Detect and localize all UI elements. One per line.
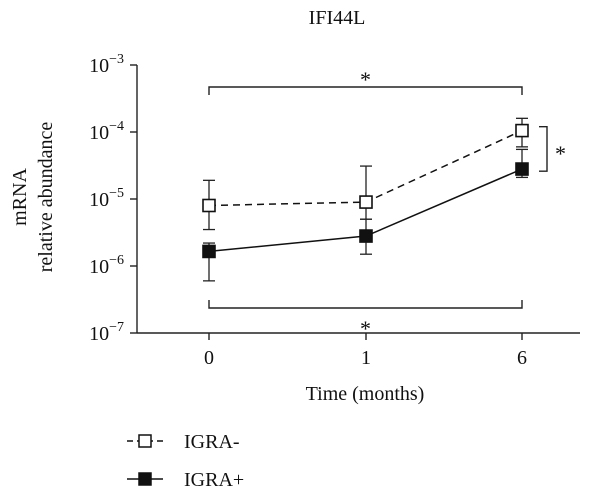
point-igra-pos — [515, 162, 529, 176]
bracket-side — [539, 125, 548, 172]
point-igra-pos — [202, 244, 216, 259]
y-axis-label-line-2: relative abundance — [35, 122, 57, 273]
y-tick-label: 10−4 — [89, 119, 124, 144]
y-tick-label: 10−7 — [89, 320, 124, 345]
y-axis-label: mRNA relative abundance — [9, 122, 57, 273]
bracket-bottom — [208, 300, 523, 309]
bracket-side-star: * — [555, 141, 566, 166]
legend-marker-igra-pos — [138, 472, 152, 486]
chart-title: IFI44L — [309, 7, 366, 29]
significance-brackets: * * * — [208, 67, 566, 341]
y-axis-label-line-1: mRNA — [9, 168, 31, 226]
y-tick-label: 10−3 — [89, 52, 124, 77]
point-igra-neg — [202, 198, 216, 213]
point-igra-pos — [359, 229, 373, 243]
plot-area — [202, 117, 529, 282]
x-ticks: 0 1 6 — [204, 333, 527, 369]
legend-marker-igra-neg — [138, 434, 152, 448]
bracket-top-star: * — [360, 67, 371, 92]
legend-label-igra-neg: IGRA- — [184, 431, 240, 453]
x-axis-label: Time (months) — [306, 383, 425, 405]
x-tick-label: 6 — [517, 347, 527, 369]
x-tick-label: 1 — [361, 347, 371, 369]
bracket-top — [208, 86, 523, 95]
y-tick-label: 10−5 — [89, 186, 124, 211]
legend-label-igra-pos: IGRA+ — [184, 469, 244, 491]
y-tick-label: 10−6 — [89, 253, 124, 278]
bracket-bottom-star: * — [360, 316, 371, 341]
point-igra-neg — [515, 123, 529, 138]
x-tick-label: 0 — [204, 347, 214, 369]
y-ticks: 10−3 10−4 10−5 10−6 10−7 — [89, 52, 137, 345]
point-igra-neg — [359, 195, 373, 209]
legend: IGRA- IGRA+ — [127, 431, 244, 491]
